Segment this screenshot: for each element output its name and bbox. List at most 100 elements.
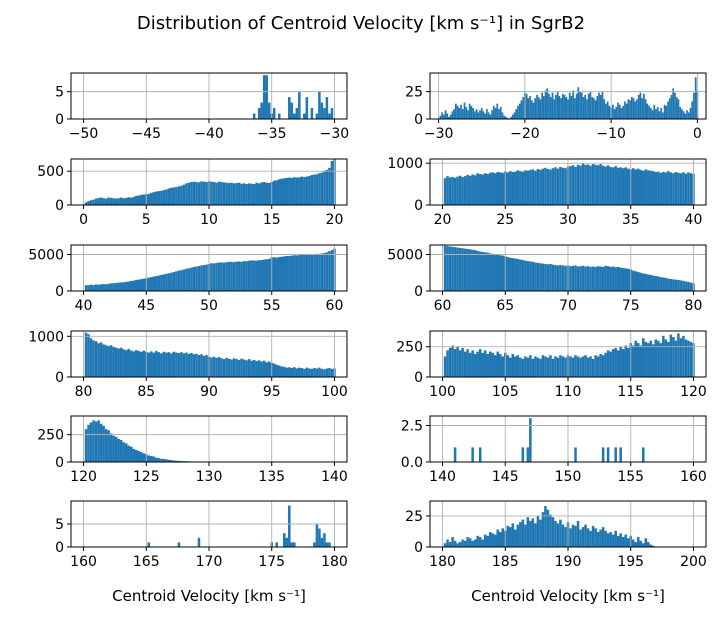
histogram-bar: [539, 263, 542, 291]
histogram-bar: [162, 190, 166, 205]
histogram-bar: [283, 178, 286, 205]
x-tick-label: 165: [133, 554, 160, 570]
histogram-bar: [320, 368, 324, 377]
histogram-bar: [480, 108, 483, 119]
histogram-bar: [624, 167, 627, 205]
histogram-bar: [272, 180, 276, 205]
histogram-bar: [601, 527, 605, 547]
histogram-bar: [565, 97, 568, 119]
histogram-bar: [92, 199, 95, 205]
histogram-bar: [491, 110, 493, 119]
histogram-bar: [679, 280, 683, 291]
histogram-bar: [280, 178, 284, 205]
histogram-bar: [190, 267, 193, 291]
histogram-bar: [598, 92, 600, 119]
histogram-bar: [577, 87, 580, 119]
histogram-bar: [529, 520, 532, 547]
histogram-bar: [606, 350, 610, 377]
histogram-bar: [127, 197, 130, 205]
histogram-bar: [546, 264, 550, 291]
histogram-bar: [461, 176, 464, 205]
histogram-bar: [689, 173, 693, 205]
histogram-bar: [509, 257, 512, 291]
histogram-bar: [556, 357, 560, 377]
histogram-bar: [486, 535, 489, 547]
histogram-bar: [255, 361, 258, 377]
histogram-bar: [89, 338, 93, 377]
histogram-bar: [564, 168, 567, 205]
histogram-bar: [305, 254, 309, 291]
histogram-bar: [478, 349, 482, 377]
histogram-bar: [150, 277, 153, 291]
histogram-bar: [672, 279, 675, 291]
histogram-bar: [453, 177, 457, 205]
histogram-bar: [589, 356, 592, 377]
histogram-bar: [240, 183, 243, 205]
histogram-bar: [656, 106, 659, 119]
histogram-bar: [471, 174, 474, 205]
histogram-bar: [446, 539, 449, 547]
histogram-bar: [267, 361, 271, 377]
histogram-bar: [596, 266, 600, 291]
histogram-bar: [451, 176, 454, 205]
histogram-bar: [257, 108, 261, 119]
histogram-bar: [574, 447, 577, 462]
histogram-bar: [679, 338, 683, 377]
histogram-bar: [614, 447, 617, 462]
histogram-bar: [687, 281, 690, 291]
histogram-bar: [290, 368, 294, 377]
histogram-bar: [601, 91, 604, 119]
x-tick-label: 45: [137, 298, 155, 314]
histogram-bar: [172, 272, 176, 291]
histogram-bar: [669, 278, 673, 291]
histogram-bar: [448, 347, 452, 377]
histogram-bar: [536, 169, 540, 205]
histogram-bar: [599, 354, 602, 377]
histogram-bar: [114, 282, 118, 291]
histogram-bar: [634, 169, 637, 205]
histogram-bar: [481, 352, 484, 377]
histogram-bar: [463, 351, 467, 377]
histogram-bar: [439, 115, 442, 119]
histogram-bar: [534, 523, 537, 547]
histogram-bar: [524, 170, 527, 205]
histogram-bar: [257, 360, 261, 377]
histogram-bar: [491, 253, 494, 291]
histogram-bar: [265, 182, 268, 205]
x-tick-label: −45: [131, 126, 161, 142]
histogram-bar: [182, 184, 186, 205]
histogram-bar: [468, 249, 472, 291]
histogram-bar: [531, 358, 535, 377]
histogram-bar: [330, 108, 334, 119]
histogram-bar: [586, 99, 588, 119]
histogram-bar: [167, 188, 171, 205]
histogram-bar: [551, 168, 555, 205]
histogram-bar: [551, 92, 554, 119]
histogram-bar: [162, 458, 166, 462]
histogram-bar: [486, 109, 488, 119]
x-tick-label: −10: [596, 126, 626, 142]
histogram-bar: [293, 367, 296, 377]
histogram-bar: [626, 268, 630, 291]
histogram-bar: [170, 460, 173, 462]
histogram-bar: [546, 509, 550, 547]
x-tick-label: 5: [142, 212, 151, 228]
histogram-panel-b: −30 −20 −10 0 0 25: [405, 72, 707, 142]
x-tick-label: 115: [617, 384, 644, 400]
histogram-bar: [511, 258, 515, 291]
histogram-bar: [554, 520, 557, 547]
histogram-bar: [150, 192, 153, 205]
histogram-bar: [544, 263, 547, 291]
histogram-bar: [499, 354, 502, 377]
histogram-bar: [621, 537, 625, 547]
histogram-bar: [493, 534, 497, 547]
histogram-bar: [569, 166, 572, 205]
histogram-bar: [589, 266, 592, 291]
histogram-bar: [278, 257, 281, 291]
histogram-bar: [182, 269, 186, 291]
histogram-bar: [187, 353, 191, 377]
histogram-bar: [478, 174, 482, 205]
histogram-bar: [202, 355, 206, 377]
histogram-bar: [200, 354, 203, 377]
histogram-bar: [245, 261, 248, 291]
